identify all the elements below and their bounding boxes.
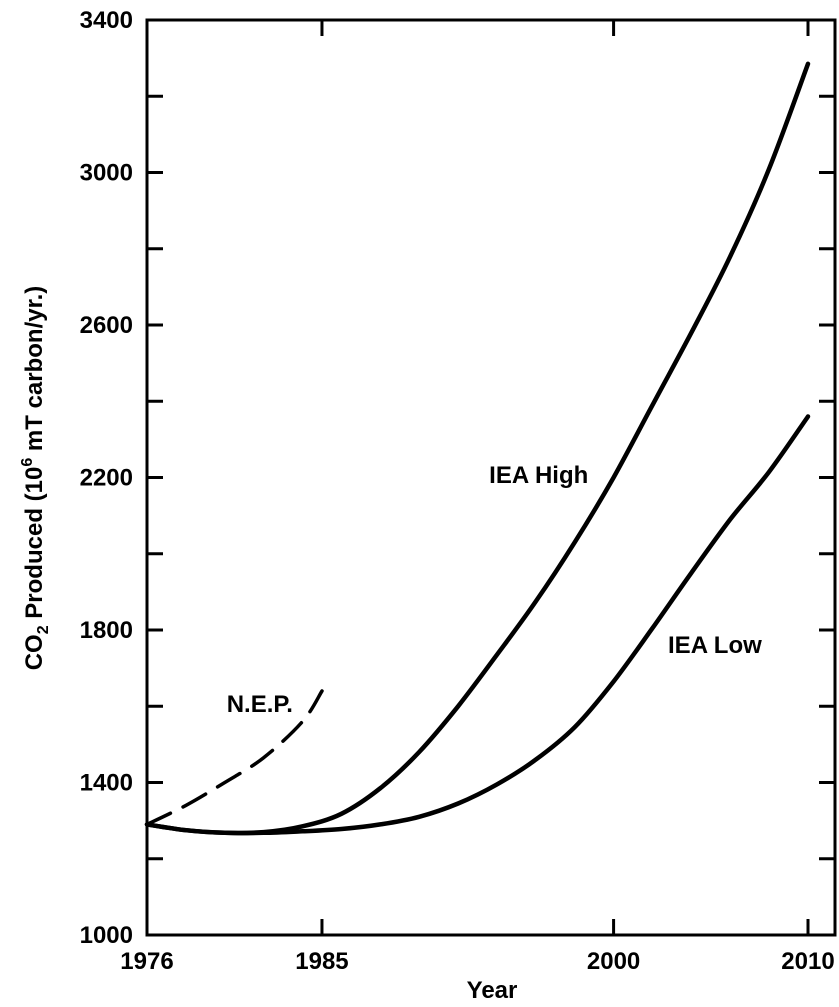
x-tick-label: 1976 [120, 948, 173, 975]
x-tick-label: 2000 [587, 948, 640, 975]
y-label-units: mT carbon/yr.) [21, 286, 48, 458]
x-tick-label: 1985 [295, 948, 348, 975]
y-label-co-subscript: 2 [35, 625, 52, 634]
y-label-co: CO [21, 634, 48, 670]
y-tick-label: 1800 [80, 617, 133, 644]
series-label: IEA Low [668, 632, 762, 659]
y-tick-label: 2200 [80, 465, 133, 492]
y-axis-label: CO2 Produced (106 mT carbon/yr.) [19, 286, 52, 671]
y-label-produced: Produced (10 [21, 467, 48, 626]
series-label: N.E.P. [227, 691, 293, 718]
x-axis-label: Year [467, 977, 518, 1004]
y-label-exponent: 6 [19, 458, 36, 467]
series-label: IEA High [489, 462, 588, 489]
y-tick-label: 3000 [80, 160, 133, 187]
series-line-iea-low [147, 417, 808, 834]
x-tick-label: 2010 [781, 948, 834, 975]
y-tick-label: 2600 [80, 312, 133, 339]
y-tick-label: 1000 [80, 922, 133, 949]
y-tick-label: 1400 [80, 770, 133, 797]
y-tick-label: 3400 [80, 7, 133, 34]
